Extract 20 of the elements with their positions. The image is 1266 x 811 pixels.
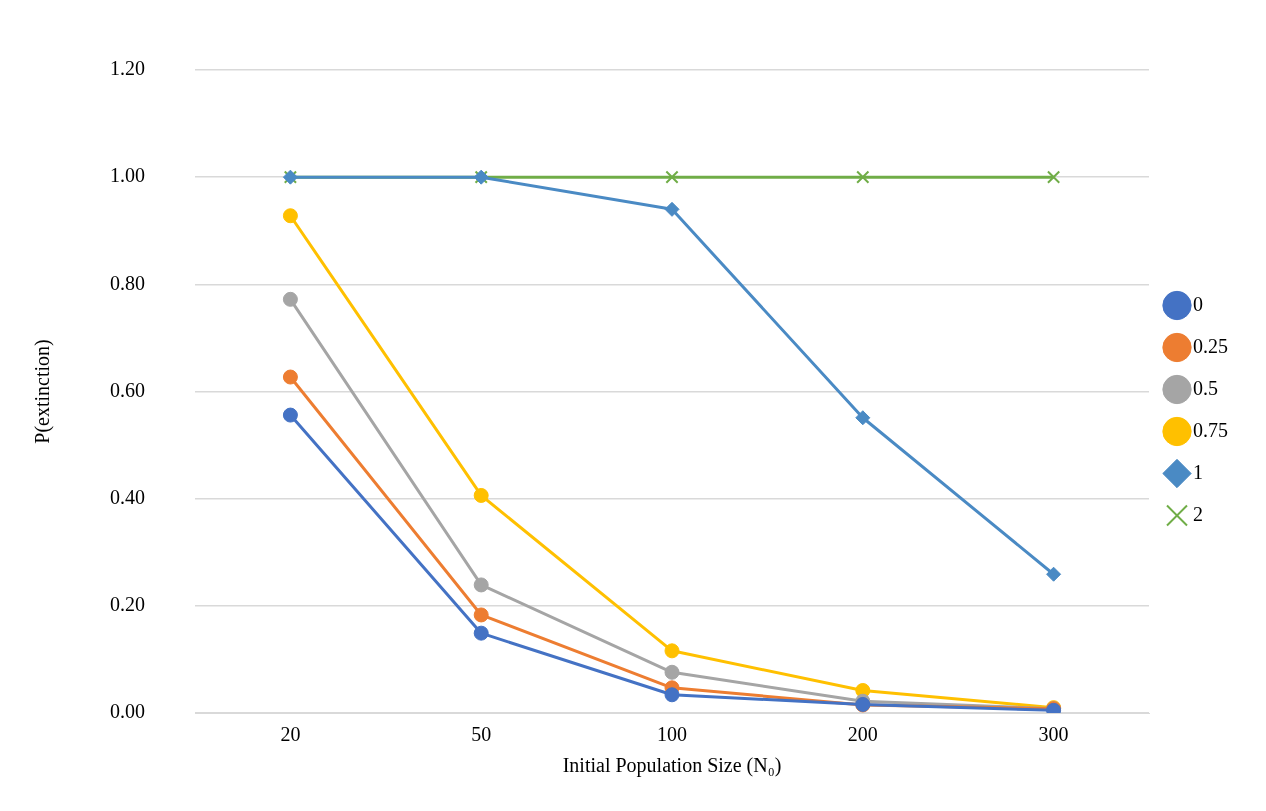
x-tick-label: 200 [847,723,878,746]
x-tick-label: 300 [1038,723,1069,746]
x-axis-title: Initial Population Size (N₀) [562,754,782,778]
y-axis-title: P(extinction) [31,339,55,444]
x-tick-label: 100 [657,723,687,746]
x-tick-label: 50 [471,723,492,746]
y-tick-label: 0.60 [110,378,145,401]
legend-label: 2 [1193,502,1203,525]
y-tick-label: 0.00 [110,700,145,723]
y-tick-label: 1.00 [110,164,145,187]
legend-label: 0.25 [1193,334,1228,357]
legend-label: 0 [1193,292,1203,315]
y-tick-label: 1.20 [110,57,145,80]
y-tick-label: 0.80 [110,271,145,294]
y-tick-label: 0.20 [110,593,145,616]
y-tick-label: 0.40 [110,485,145,508]
x-tick-label: 20 [280,723,301,746]
legend-label: 0.75 [1193,418,1228,441]
legend-label: 0.5 [1193,376,1218,399]
legend-label: 1 [1193,460,1203,483]
